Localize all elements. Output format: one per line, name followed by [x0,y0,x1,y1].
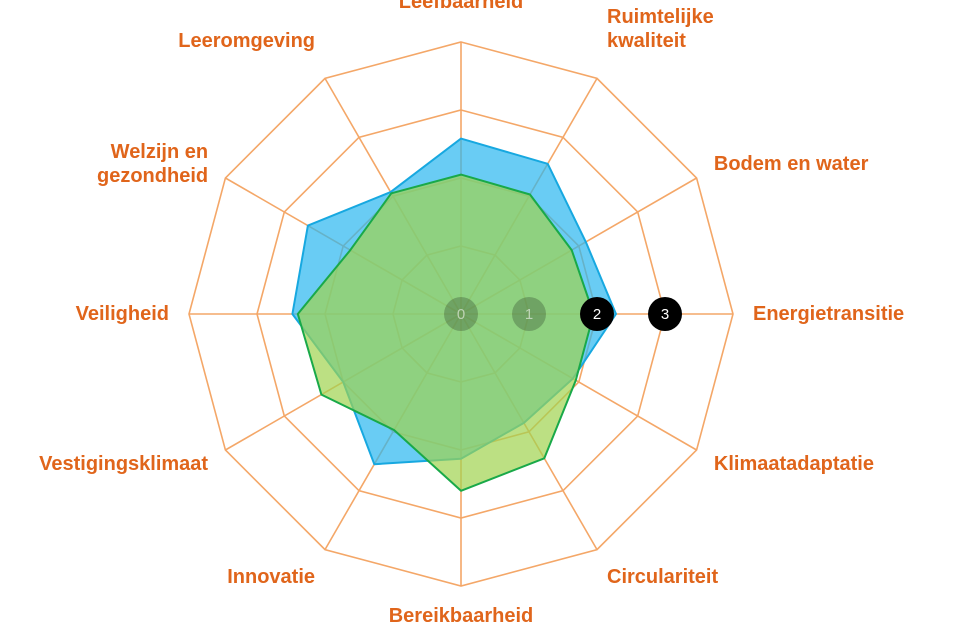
axis-label-11: Leeromgeving [178,30,315,52]
axis-label-9: Veiligheid [76,303,169,325]
axis-label-line: Leeromgeving [178,30,315,52]
axis-label-7: Innovatie [227,566,315,588]
axis-label-line: Welzijn en [111,141,208,163]
axis-label-line: Veiligheid [76,303,169,325]
axis-label-1: Ruimtelijke kwaliteit [607,6,714,52]
tick-label-3: 3 [661,306,669,323]
axis-label-10: Welzijn en gezondheid [97,141,208,187]
axis-label-line: Ruimtelijke [607,6,714,28]
tick-label-1: 1 [525,306,533,323]
radar-axis-labels: Leefbaarheid Ruimtelijke kwaliteit Bodem en… [39,0,904,627]
tick-marker-1 [512,297,546,331]
axis-label-line: Klimaatadaptatie [714,453,874,475]
axis-label-line: Circulariteit [607,566,718,588]
axis-label-0: Leefbaarheid [399,0,523,13]
axis-label-line: Leefbaarheid [399,0,523,13]
axis-label-4: Klimaatadaptatie [714,453,874,475]
axis-label-line: Innovatie [227,566,315,588]
axis-label-line: Energietransitie [753,303,904,325]
tick-marker-2 [580,297,614,331]
axis-label-line: kwaliteit [607,30,686,52]
series-area-2 [296,173,595,492]
radar-series [291,137,617,492]
axis-label-line: Vestigingsklimaat [39,453,208,475]
axis-label-6: Bereikbaarheid [389,605,534,627]
axis-label-3: Energietransitie [753,303,904,325]
axis-label-8: Vestigingsklimaat [39,453,208,475]
tick-marker-3 [648,297,682,331]
axis-label-5: Circulariteit [607,566,718,588]
tick-marker-0 [444,297,478,331]
axis-label-line: Bereikbaarheid [389,605,534,627]
tick-label-2: 2 [593,306,601,323]
axis-label-line: gezondheid [97,165,208,187]
radar-tick-labels: 0 1 2 3 [444,297,682,331]
axis-label-line: Bodem en water [714,153,869,175]
axis-label-2: Bodem en water [714,153,869,175]
tick-label-0: 0 [457,306,465,323]
